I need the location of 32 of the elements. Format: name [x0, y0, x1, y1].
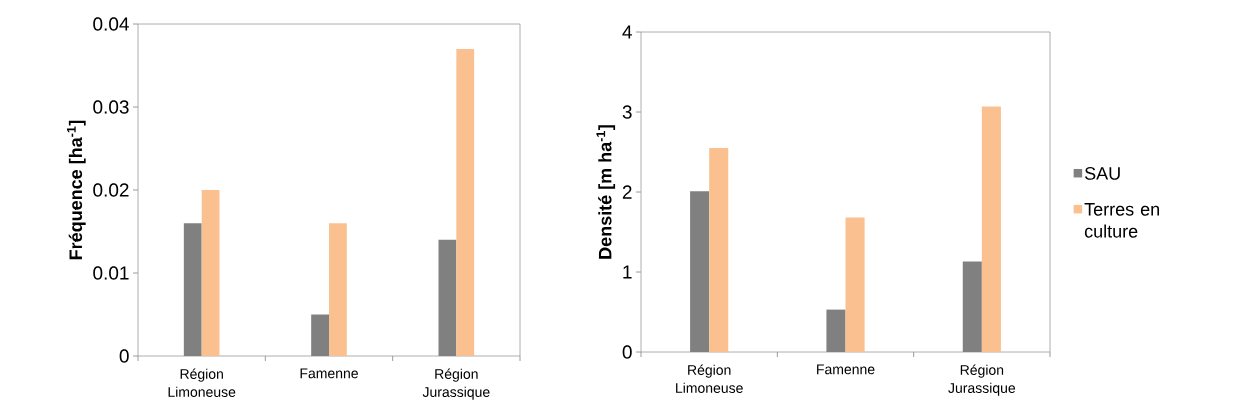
bar: [438, 239, 457, 356]
y-tick-label: 2: [622, 185, 632, 199]
bar: [981, 106, 1001, 352]
bar: [962, 261, 982, 352]
y-tick-label: 0: [622, 345, 632, 359]
x-tick-label: Région Jurassique: [422, 368, 490, 400]
bar: [183, 223, 202, 356]
bar: [201, 190, 220, 356]
bar: [456, 48, 475, 356]
y-tick-label: 0.03: [93, 100, 129, 114]
bar: [709, 148, 729, 352]
x-tick-label: Région Limoneuse: [168, 368, 236, 397]
y-tick-label: 0.01: [93, 266, 129, 280]
legend-label: Terres en culture: [1084, 203, 1159, 238]
bar: [329, 223, 347, 356]
x-tick-label: Famenne: [817, 364, 875, 375]
y-tick-label: 0: [119, 349, 129, 363]
bar: [845, 217, 865, 352]
y-tick-label: 1: [623, 265, 632, 279]
x-tick-label: Région Jurassique: [948, 364, 1016, 396]
x-tick-label: Famenne: [300, 368, 358, 379]
bar: [311, 314, 329, 356]
y-axis-title: Densité [m ha$^{-1}$]: [596, 125, 616, 259]
y-axis-title: Fréquence [ha$^{-1}$]: [67, 120, 86, 260]
bar: [690, 191, 710, 352]
y-tick-label: 4: [622, 25, 632, 39]
bar: [826, 309, 846, 352]
y-tick-label: 0.04: [93, 17, 129, 31]
y-tick-label: 0.02: [93, 183, 129, 197]
x-tick-label: Région Limoneuse: [676, 364, 743, 393]
y-tick-label: 3: [622, 105, 632, 119]
legend-label: SAU: [1084, 167, 1120, 180]
